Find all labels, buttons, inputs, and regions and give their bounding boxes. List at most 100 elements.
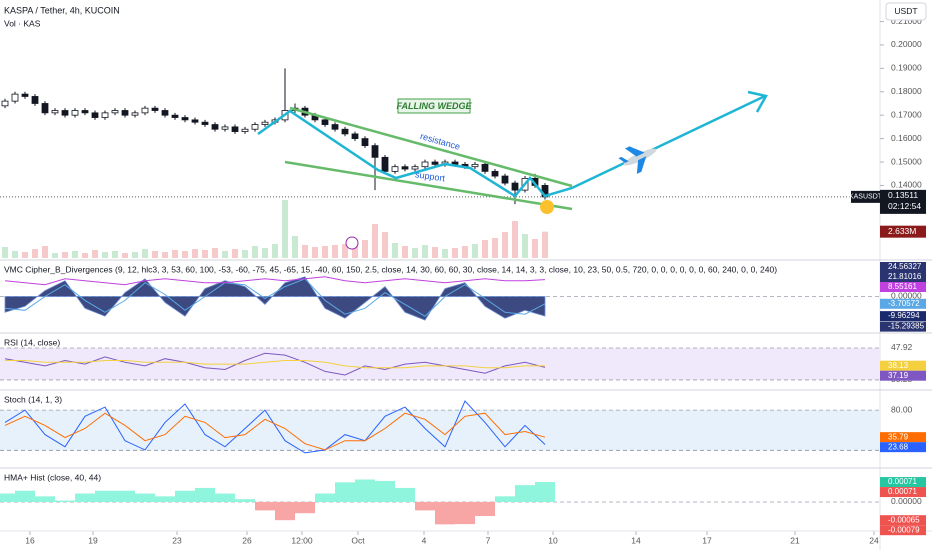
line-series bbox=[4, 278, 546, 317]
annotation: support bbox=[415, 169, 447, 183]
volume-bar bbox=[482, 240, 488, 258]
line-series bbox=[5, 360, 546, 369]
value-tag-label: 21.81016 bbox=[888, 272, 922, 281]
candle-body bbox=[111, 110, 119, 114]
volume-bar bbox=[52, 253, 58, 258]
y-tick-label: 0.00000 bbox=[891, 291, 922, 301]
y-tick-label: 0.21000 bbox=[891, 16, 922, 26]
candle-body bbox=[401, 166, 409, 170]
histogram-bar bbox=[295, 501, 315, 514]
x-tick-label: 21 bbox=[790, 535, 800, 545]
volume-bar bbox=[242, 250, 248, 258]
histogram-bar bbox=[115, 490, 135, 502]
volume-bar bbox=[162, 252, 168, 258]
volume-bar bbox=[432, 247, 438, 258]
x-tick-label: 23 bbox=[172, 535, 182, 545]
volume-bar bbox=[282, 200, 288, 258]
pane-title: Stoch (14, 1, 3) bbox=[4, 394, 62, 404]
line-series bbox=[4, 400, 546, 454]
value-tag-label: -0.00079 bbox=[888, 525, 920, 534]
volume-bar bbox=[472, 244, 478, 258]
value-tag-label: -0.00065 bbox=[888, 515, 920, 524]
x-tick-label: 10 bbox=[548, 535, 558, 545]
value-tag bbox=[880, 360, 926, 371]
value-tag-label: 38.13 bbox=[888, 361, 909, 370]
histogram-bar bbox=[235, 499, 255, 502]
line-series bbox=[4, 276, 546, 286]
histogram-bar bbox=[15, 490, 35, 502]
value-tag-label: -3.70572 bbox=[888, 299, 920, 308]
volume-bar bbox=[252, 246, 258, 258]
candle-body bbox=[61, 110, 69, 116]
candle-body bbox=[11, 93, 19, 102]
histogram-bar bbox=[395, 487, 415, 502]
candle-body bbox=[231, 126, 239, 132]
volume-bar bbox=[362, 240, 368, 258]
event-icon bbox=[345, 236, 359, 250]
y-tick-label: 0.15000 bbox=[891, 156, 922, 166]
candle-body bbox=[361, 138, 369, 147]
x-tick-label: 17 bbox=[702, 535, 712, 545]
candle-body bbox=[131, 112, 139, 116]
volume-bar bbox=[322, 246, 328, 258]
volume-bar bbox=[132, 252, 138, 258]
candle-body bbox=[341, 128, 349, 135]
volume-title: Vol · KAS bbox=[4, 18, 41, 28]
candle-body bbox=[1, 100, 9, 107]
value-tag bbox=[880, 298, 926, 309]
pane-title: HMA+ Hist (close, 40, 44) bbox=[4, 472, 101, 482]
value-tag bbox=[880, 432, 926, 443]
candle-body bbox=[191, 119, 199, 123]
histogram-bar bbox=[215, 493, 235, 502]
x-tick-label: 26 bbox=[242, 535, 252, 545]
volume-bar bbox=[512, 221, 518, 258]
histogram-bar bbox=[175, 490, 195, 502]
volume-bar bbox=[42, 246, 48, 258]
volume-bar bbox=[522, 234, 528, 258]
candle-body bbox=[71, 110, 79, 116]
value-tag bbox=[880, 487, 926, 498]
volume-bar bbox=[2, 247, 8, 258]
volume-bar bbox=[312, 247, 318, 258]
candle-body bbox=[431, 161, 439, 165]
y-tick-label: 0.18000 bbox=[891, 86, 922, 96]
candle-body bbox=[251, 124, 259, 130]
candle-body bbox=[491, 170, 499, 177]
candle-body bbox=[181, 117, 189, 121]
volume-bar bbox=[532, 239, 538, 258]
volume-bar bbox=[332, 245, 338, 258]
y-tick-label: 0.20000 bbox=[891, 39, 922, 49]
candle-body bbox=[411, 166, 419, 170]
band bbox=[0, 347, 880, 380]
volume-bar bbox=[262, 248, 268, 258]
histogram-bar bbox=[35, 496, 55, 502]
annotation: FALLING WEDGE bbox=[397, 101, 473, 111]
histogram-bar bbox=[415, 501, 435, 511]
candle-body bbox=[81, 110, 89, 114]
volume-bar bbox=[502, 232, 508, 258]
histogram-bar bbox=[435, 501, 455, 525]
volume-bar bbox=[492, 238, 498, 258]
volume-bar bbox=[122, 253, 128, 258]
symbol-tag bbox=[851, 190, 880, 203]
value-tag-label: 24.56327 bbox=[888, 262, 922, 271]
line-series bbox=[4, 352, 546, 376]
x-tick-label: 4 bbox=[422, 535, 427, 545]
plot-layer: 0.21000 0.20000 0.19000 0.18000 0.17000 0.160… bbox=[0, 16, 932, 545]
value-tag-label: -9.96294 bbox=[888, 311, 920, 320]
histogram-bar bbox=[55, 500, 75, 502]
candle-body bbox=[41, 103, 49, 114]
currency-label[interactable]: USDT bbox=[894, 6, 917, 16]
histogram-bar bbox=[0, 493, 15, 502]
candle-body bbox=[471, 163, 479, 168]
wedge-lower bbox=[284, 160, 573, 211]
volume-bar bbox=[402, 246, 408, 258]
candle-body bbox=[481, 163, 489, 172]
volume-bar bbox=[352, 242, 358, 258]
volume-bar bbox=[102, 252, 108, 258]
histogram-bar bbox=[255, 501, 275, 511]
line-series bbox=[4, 412, 546, 451]
value-tag-label: 0.00071 bbox=[888, 477, 917, 486]
volume-bar bbox=[32, 249, 38, 258]
candle-body bbox=[221, 126, 229, 130]
